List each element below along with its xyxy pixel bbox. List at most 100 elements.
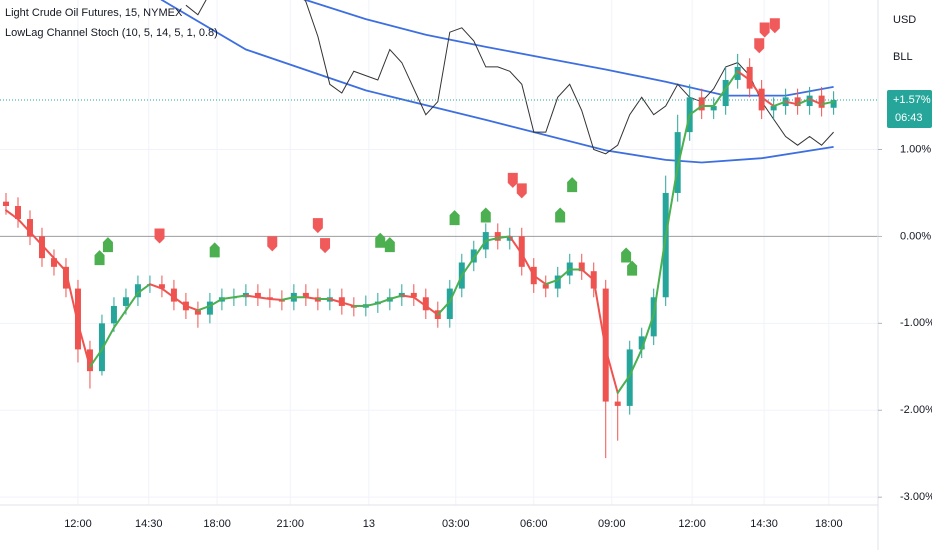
candle-body — [194, 310, 201, 315]
ma-segment — [628, 348, 643, 377]
candle-body — [734, 66, 741, 80]
ma-segment — [184, 304, 199, 312]
candle-body — [518, 236, 525, 267]
candle-body — [626, 349, 633, 406]
candle-body — [614, 401, 621, 406]
ma-segment — [100, 326, 115, 351]
ma-segment — [4, 209, 19, 221]
ma-segment — [64, 270, 79, 325]
ma-segment — [304, 296, 319, 301]
chart-title: Light Crude Oil Futures, 15, NYMEX — [5, 7, 183, 19]
candle-body — [758, 88, 765, 111]
candle-body — [578, 262, 585, 272]
ma-segment — [772, 100, 787, 108]
x-tick-label: 14:30 — [135, 518, 163, 530]
x-tick-label: 18:00 — [203, 518, 231, 530]
ma-segment — [268, 298, 283, 301]
ma-segment — [208, 298, 223, 307]
axes: -3.00% -2.00% -1.00% 0.00% 1.00% 12:00 14:30 18… — [64, 89, 932, 530]
indicator-label: LowLag Channel Stoch (10, 5, 14, 5, 1, 0… — [5, 27, 218, 39]
candle-body — [206, 301, 213, 315]
ma-segment — [604, 348, 619, 394]
candle-body — [38, 236, 45, 259]
sell-signal — [267, 236, 278, 252]
candle-body — [830, 99, 837, 108]
candle-body — [770, 106, 777, 111]
ma-segment — [244, 294, 259, 299]
ma-segment — [712, 87, 727, 108]
candle-body — [722, 79, 729, 107]
candle-body — [662, 192, 669, 298]
y-tick-label: -3.00% — [900, 491, 932, 503]
ma-segment — [28, 231, 43, 247]
candle-body — [446, 288, 453, 319]
ma-segment — [508, 235, 523, 255]
ma-segment — [40, 244, 55, 260]
scale-label: BLL — [893, 51, 913, 63]
buy-signal — [102, 237, 113, 253]
x-tick-label: 03:00 — [442, 518, 470, 530]
buy-signal — [209, 242, 220, 258]
ma-segment — [652, 235, 667, 316]
x-tick-label: 12:00 — [64, 518, 92, 530]
sell-signal — [516, 183, 527, 199]
ma-segment — [232, 294, 247, 299]
candle-body — [746, 66, 753, 89]
ma-segment — [760, 96, 775, 108]
ma-segment — [496, 235, 511, 240]
ma-segment — [436, 300, 451, 316]
ma-segment — [88, 348, 103, 368]
y-tick-label: 1.00% — [900, 143, 931, 155]
stoch-line — [185, 0, 834, 155]
ma-segment — [256, 296, 271, 301]
candle-body — [506, 236, 513, 241]
candle-body — [302, 292, 309, 298]
candle-body — [62, 266, 69, 289]
plot-area — [0, 0, 878, 459]
ma-segment — [724, 70, 739, 90]
ma-segment — [484, 237, 499, 242]
candle-body — [542, 284, 549, 289]
ma-segment — [340, 301, 355, 307]
candle-body — [14, 205, 21, 220]
x-tick-label: 06:00 — [520, 518, 548, 530]
candle-body — [122, 297, 129, 306]
candle-body — [422, 297, 429, 311]
ma-segment — [676, 113, 691, 168]
y-tick-label: -1.00% — [900, 317, 932, 329]
channel-upper-line — [303, 0, 834, 97]
channel-lower-line — [160, 0, 834, 164]
candle-body — [710, 106, 717, 111]
ma-segment — [328, 298, 343, 304]
candle-body — [638, 336, 645, 350]
candle-body — [134, 284, 141, 298]
ma-segment — [280, 296, 295, 301]
candle-body — [254, 292, 261, 298]
candle-body — [2, 201, 9, 206]
sell-signal — [754, 38, 765, 54]
x-tick-label: 18:00 — [815, 518, 843, 530]
y-tick-label: 0.00% — [900, 230, 931, 242]
x-tick-label: 09:00 — [598, 518, 626, 530]
ma-segment — [124, 291, 139, 312]
countdown-label: 06:43 — [895, 112, 923, 124]
ma-segment — [664, 165, 679, 238]
ma-segment — [544, 278, 559, 286]
ma-segment — [532, 274, 547, 286]
ma-segment — [388, 294, 403, 301]
candle-body — [26, 219, 33, 237]
candle-body — [806, 95, 813, 107]
buy-signal — [555, 207, 566, 223]
ma-segment — [412, 296, 427, 307]
ma-segment — [688, 105, 703, 116]
ma-segment — [448, 274, 463, 303]
candle-body — [794, 97, 801, 107]
x-tick-label: 13 — [363, 518, 375, 530]
candle-body — [818, 95, 825, 108]
buy-signal — [94, 250, 105, 266]
candle-body — [98, 323, 105, 372]
ma-segment — [592, 278, 607, 351]
x-tick-label: 14:30 — [750, 518, 778, 530]
sell-signal — [759, 22, 770, 38]
